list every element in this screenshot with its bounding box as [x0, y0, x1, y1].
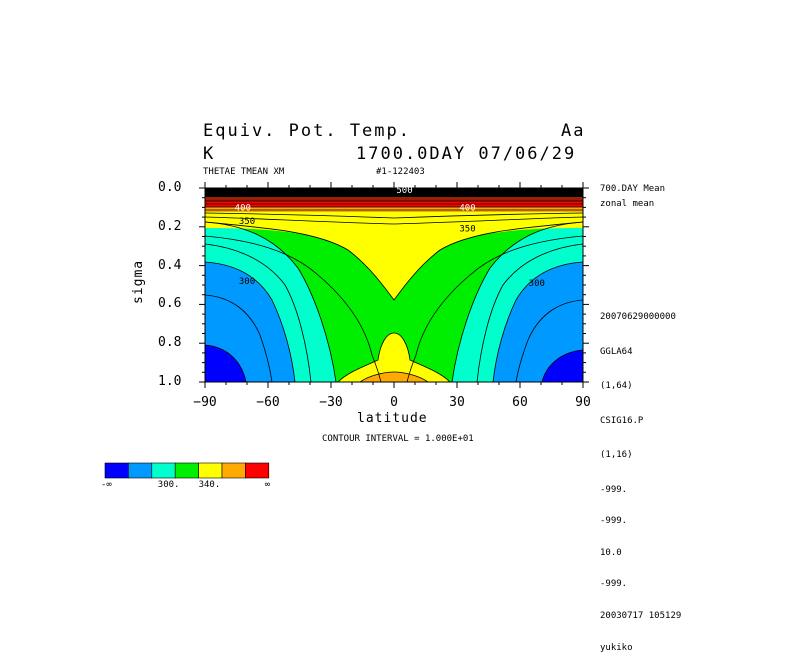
meta-line: GGLA64 [600, 346, 633, 357]
contour-label: 350 [239, 217, 255, 227]
contour-fill-yellow-bottom [338, 333, 450, 382]
time-label: 1700.0DAY 07/06/29 [356, 144, 577, 164]
y-tick-label: 0.4 [158, 257, 182, 273]
colorbar-label: ∞ [264, 480, 271, 490]
contour-line [476, 243, 583, 382]
meta-line: -999. [600, 484, 628, 495]
contour-fill-lightblue-left [205, 262, 295, 382]
contour-label: 300 [239, 277, 255, 287]
variable-label: THETAE TMEAN XM [203, 167, 285, 177]
colorbar-swatch [151, 462, 176, 479]
y-tick-label: 0.0 [158, 180, 182, 195]
colorbar-swatch [104, 462, 129, 479]
x-tick-label: −90 [193, 395, 217, 410]
contour-labels: 350 350 300 300 400 400 500 [235, 186, 545, 289]
contour-line-350 [205, 221, 583, 301]
contour-line [205, 344, 247, 382]
colorbar-swatch [198, 462, 223, 479]
meta-line: 10.0 [600, 547, 622, 558]
x-tick-label: −60 [256, 395, 280, 410]
contour-label: 500 [396, 186, 412, 196]
contour-line [337, 332, 451, 382]
contour-line [515, 299, 583, 382]
y-tick-label: 0.2 [158, 218, 182, 234]
x-tick-label: 60 [512, 395, 528, 410]
troposphere-contour-lines [205, 212, 583, 382]
contour-line [359, 371, 429, 382]
filled-contours [205, 188, 583, 382]
contour-fill-red-top [205, 200, 583, 207]
x-tick-label: 0 [390, 395, 398, 410]
colorbar-label: -∞ [101, 480, 112, 490]
run-id-label: #1-122403 [376, 167, 425, 177]
meta-line: yukiko [600, 642, 633, 653]
y-axis-label: sigma [131, 259, 146, 304]
stratosphere-contour-lines [205, 200, 583, 211]
meta-line: 20070629000000 [600, 312, 676, 322]
contour-label: 350 [459, 225, 475, 235]
y-tick-label: 0.6 [158, 296, 182, 312]
contour-line [205, 243, 312, 382]
x-tick-label: −30 [319, 395, 343, 410]
experiment-code: Aa [561, 121, 586, 141]
meta-line: CSIG16.P [600, 415, 644, 426]
meta-line: (1,64) [600, 381, 633, 391]
contour-line-300 [205, 261, 296, 382]
meta-line: 20030717 105129 [600, 610, 682, 621]
zonal-mean-label: zonal mean [600, 199, 655, 209]
x-tick-label: 30 [449, 395, 465, 410]
colorbar-swatch [174, 462, 199, 479]
contour-label: 400 [459, 203, 475, 213]
y-tick-label: 0.8 [158, 335, 182, 351]
contour-line [205, 235, 382, 382]
colorbar-swatch [128, 462, 153, 479]
y-tick-label: 1.0 [158, 374, 182, 389]
meta-line: -999. [600, 516, 628, 526]
contour-line [451, 221, 583, 382]
contour-fill-black-top [205, 188, 583, 197]
contour-fill-darkred-top [205, 196, 583, 201]
contour-interval-label: CONTOUR INTERVAL = 1.000E+01 [322, 434, 474, 444]
x-axis-label: latitude [357, 411, 428, 426]
contour-fill-yellow-top [205, 210, 583, 300]
mean-period-label: 700.DAY Mean [600, 184, 666, 194]
contour-line [205, 294, 273, 382]
meta-line: (1,16) [600, 450, 633, 460]
colorbar-label: 340. [198, 480, 221, 490]
contour-fill-lightblue-right [493, 262, 583, 382]
plot-title: Equiv. Pot. Temp. [203, 121, 411, 141]
contour-line [205, 216, 583, 225]
units-label: K [203, 144, 216, 164]
colorbar-label: 300. [157, 480, 180, 490]
colorbar [104, 462, 270, 479]
axis-ticks [199, 182, 589, 388]
meta-line: -999. [600, 579, 628, 589]
contour-line [205, 212, 583, 219]
contour-line [406, 235, 583, 382]
contour-fill-blue-right [542, 350, 583, 382]
contour-line [541, 349, 583, 382]
colorbar-swatch [245, 462, 270, 479]
x-tick-label: 90 [575, 395, 591, 410]
contour-line [205, 221, 337, 382]
contour-label: 300 [529, 279, 545, 289]
contour-label: 400 [235, 203, 251, 213]
contour-fill-orange-top [205, 206, 583, 212]
contour-line-300 [492, 261, 583, 382]
contour-fill-blue-left [205, 345, 246, 382]
colorbar-swatch [221, 462, 246, 479]
